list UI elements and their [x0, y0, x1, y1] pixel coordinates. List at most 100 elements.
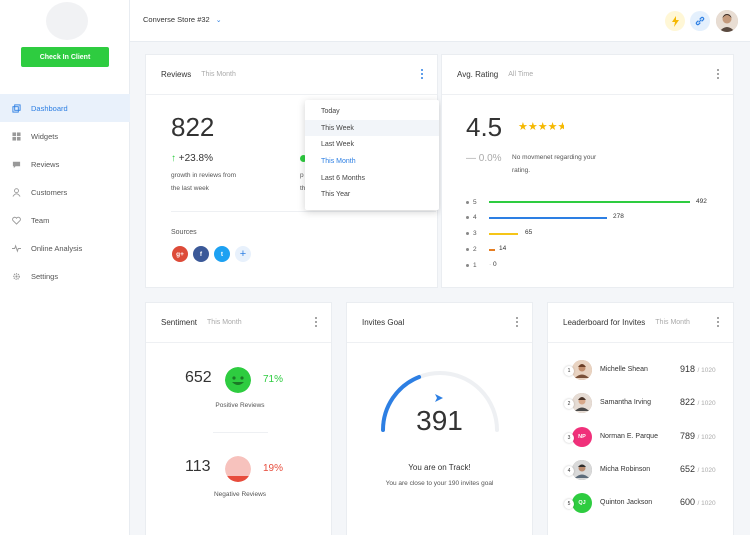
sidebar-item-widgets[interactable]: Widgets	[0, 122, 130, 150]
sidebar-item-label: Online Analysis	[31, 243, 83, 253]
leader-score: 918 / 1020	[680, 364, 716, 374]
gauge-fill	[381, 371, 499, 432]
dropdown-option-today[interactable]: Today	[321, 107, 340, 115]
card-header: Leaderboard for Invites This Month	[548, 303, 733, 343]
positive-percent: 71%	[263, 374, 284, 385]
team-icon	[12, 216, 21, 225]
star-icon: ★	[537, 121, 548, 133]
more-icon[interactable]	[717, 317, 719, 327]
card-header: Sentiment This Month	[146, 303, 331, 343]
positive-label: Positive Reviews	[215, 402, 265, 409]
bullet	[466, 231, 469, 235]
leaderboard-row[interactable]: 4 Micha Robinson 652 / 1020	[562, 458, 722, 484]
stars-label: 3	[473, 229, 477, 237]
invites-goal-card: Invites Goal	[346, 302, 533, 535]
leader-score: 600 / 1020	[680, 497, 716, 507]
sidebar-item-label: Team	[31, 215, 50, 225]
sidebar-item-label: Dashboard	[31, 103, 68, 113]
rating-count-1-value: 0	[492, 261, 497, 268]
sidebar-item-settings[interactable]: Settings	[0, 262, 130, 290]
caption-line: the last week	[171, 185, 209, 192]
bullet	[466, 247, 469, 251]
more-icon[interactable]	[516, 317, 518, 327]
sidebar-item-team[interactable]: Team	[0, 206, 130, 234]
rating-row-2: 2	[466, 244, 477, 254]
note-line: rating.	[512, 167, 531, 174]
leaderboard-row[interactable]: 2 Samantha Irving 822 / 1020	[562, 391, 722, 417]
score-total: / 1020	[697, 500, 716, 507]
score-value: 822	[680, 397, 696, 407]
invites-status: You are on Track!	[408, 463, 471, 472]
sidebar-item-customers[interactable]: Customers	[0, 178, 130, 206]
dropdown-option-last-6-months[interactable]: Last 6 Months	[321, 174, 365, 182]
twitter-icon[interactable]: t	[214, 246, 230, 262]
dropdown-option-this-month[interactable]: This Month	[321, 157, 356, 165]
dash-icon: —	[466, 153, 476, 164]
check-in-client-button[interactable]: Check In Client	[21, 47, 109, 67]
dropdown-option-this-week[interactable]: This Week	[305, 119, 439, 137]
period-label: This Month	[201, 71, 236, 78]
invites-message: You are close to your 190 invites goal	[385, 480, 494, 487]
store-name: Converse Store #32	[143, 15, 210, 24]
stars-label: 4	[473, 213, 477, 221]
person-avatar-icon	[572, 393, 592, 413]
rank-badge: 4	[564, 466, 574, 476]
leader-score: 789 / 1020	[680, 431, 716, 441]
sidebar-item-online-analysis[interactable]: Online Analysis	[0, 234, 130, 262]
sidebar-item-label: Reviews	[31, 159, 60, 169]
score-value: 789	[680, 431, 696, 441]
card-title: Invites Goal	[362, 318, 405, 327]
dropdown-option-last-week[interactable]: Last Week	[321, 141, 354, 149]
link-button[interactable]	[690, 11, 710, 31]
rating-row-1: 1	[466, 260, 477, 270]
avatar: NP	[572, 427, 592, 447]
topbar: Converse Store #32 ⌄	[130, 0, 750, 42]
invites-progress-gauge	[381, 371, 499, 432]
card-title: Avg. Rating	[457, 70, 499, 79]
notifications-button[interactable]	[665, 11, 685, 31]
rank-badge: 5	[564, 499, 574, 509]
dropdown-option-this-year[interactable]: This Year	[321, 191, 351, 199]
caption-line: growth in reviews from	[171, 172, 237, 179]
leader-name: Samantha Irving	[600, 399, 651, 406]
leader-name: Norman E. Parque	[600, 433, 658, 440]
leaderboard-row[interactable]: QJ 5 Quinton Jackson 600 / 1020	[562, 491, 722, 517]
more-icon[interactable]	[315, 317, 317, 327]
leaderboard-row[interactable]: 1 Michelle Shean 918 / 1020	[562, 358, 722, 384]
dashboard-icon	[12, 103, 21, 113]
avatar: QJ	[572, 493, 592, 513]
more-icon[interactable]	[421, 69, 423, 79]
rating-count-5: 492	[696, 198, 707, 205]
positive-count: 652	[185, 369, 212, 386]
logo	[46, 2, 88, 40]
star-icon: ★	[547, 121, 558, 133]
more-icon[interactable]	[717, 69, 719, 79]
sidebar-item-label: Settings	[31, 271, 59, 281]
store-selector[interactable]: Converse Store #32 ⌄	[143, 15, 222, 24]
card-header: Avg. Rating All Time	[442, 55, 733, 95]
leaderboard-row[interactable]: NP 3 Norman E. Parque 789 / 1020	[562, 425, 722, 451]
reviews-delta-caption: growth in reviews from the last week	[171, 169, 236, 195]
reviews-count: 822	[171, 112, 215, 142]
widgets-icon	[12, 131, 21, 141]
sidebar-item-dashboard[interactable]: Dashboard	[0, 94, 130, 122]
facebook-icon[interactable]: f	[193, 246, 209, 262]
sidebar-item-reviews[interactable]: Reviews	[0, 150, 130, 178]
score-value: 918	[680, 364, 696, 374]
add-source-icon[interactable]: +	[235, 246, 251, 262]
google-plus-icon[interactable]: g+	[172, 246, 188, 262]
arrow-up-icon: ↑	[171, 153, 176, 164]
user-avatar[interactable]	[716, 10, 738, 32]
avatar	[572, 360, 592, 380]
bullet	[466, 263, 469, 267]
reviews-delta-value: +23.8%	[178, 153, 213, 164]
rating-bar-3	[489, 233, 518, 235]
reviews-delta: ↑ +23.8%	[171, 153, 213, 164]
rating-bar-4	[489, 217, 607, 219]
score-total: / 1020	[697, 400, 716, 407]
stars-label: 5	[473, 198, 477, 206]
send-icon	[435, 394, 443, 402]
analysis-icon	[12, 243, 21, 253]
sidebar: Check In Client Dashboard Widgets Review…	[0, 0, 130, 535]
rating-row-3: 3	[466, 228, 477, 238]
